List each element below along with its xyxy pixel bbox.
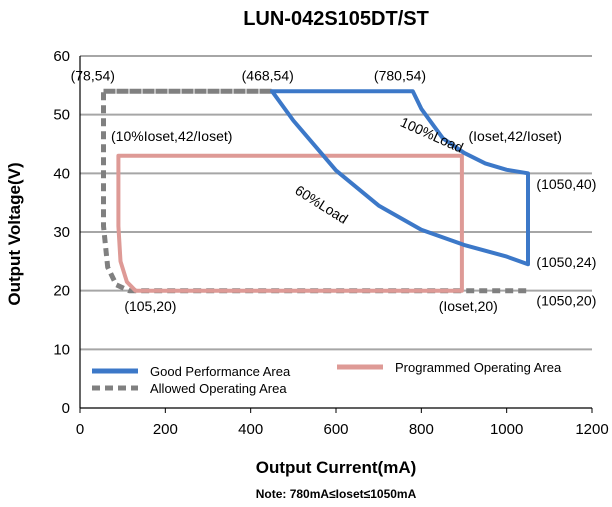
x-tick-label: 400 [238, 421, 263, 438]
x-tick-label: 600 [323, 421, 348, 438]
annotation-label: (Ioset,20) [439, 298, 498, 314]
chart-title: LUN-042S105DT/ST [243, 8, 429, 30]
y-tick-label: 60 [53, 48, 70, 65]
annotation-label: (468,54) [242, 68, 294, 84]
annotation-label: (10%Ioset,42/Ioset) [111, 128, 232, 144]
y-tick-label: 20 [53, 283, 70, 300]
x-tick-label: 1200 [575, 421, 608, 438]
y-tick-label: 0 [62, 400, 70, 417]
legend-entry: Programmed Operating Area [395, 360, 562, 375]
x-tick-label: 200 [153, 421, 178, 438]
annotation-label: (780,54) [374, 68, 426, 84]
annotations: (78,54) (468,54) (780,54)100%Load (Ioset,42… [71, 68, 597, 315]
y-axis-title: Output Voltage(V) [5, 162, 24, 305]
y-tick-label: 40 [53, 165, 70, 182]
annotation-label: (105,20) [124, 298, 176, 314]
chart-note: Note: 780mA≤Ioset≤1050mA [256, 487, 417, 501]
series-allowed-operating-area [101, 88, 528, 294]
annotation-label: (1050,24) [536, 254, 596, 270]
annotation-label: (1050,40) [536, 176, 596, 192]
x-tick-label: 800 [409, 421, 434, 438]
y-tick-label: 50 [53, 107, 70, 124]
series-programmed-operating-area [116, 153, 464, 293]
annotation-label: (Ioset,42/Ioset) [469, 128, 562, 144]
y-tick-label: 10 [53, 341, 70, 358]
x-axis-title: Output Current(mA) [256, 458, 417, 477]
legend-entry: Allowed Operating Area [150, 381, 287, 396]
annotation-label: 60%Load [292, 182, 351, 227]
y-tick-label: 30 [53, 224, 70, 241]
series-good-performance-area [270, 89, 530, 267]
x-tick-label: 1000 [490, 421, 523, 438]
x-tick-label: 0 [76, 421, 84, 438]
annotation-label: (78,54) [71, 68, 115, 84]
legend: Good Performance Area Programmed Operatin… [92, 360, 562, 396]
series-layer [101, 88, 530, 294]
annotation-label: (1050,20) [536, 292, 596, 308]
legend-entry: Good Performance Area [150, 364, 291, 379]
